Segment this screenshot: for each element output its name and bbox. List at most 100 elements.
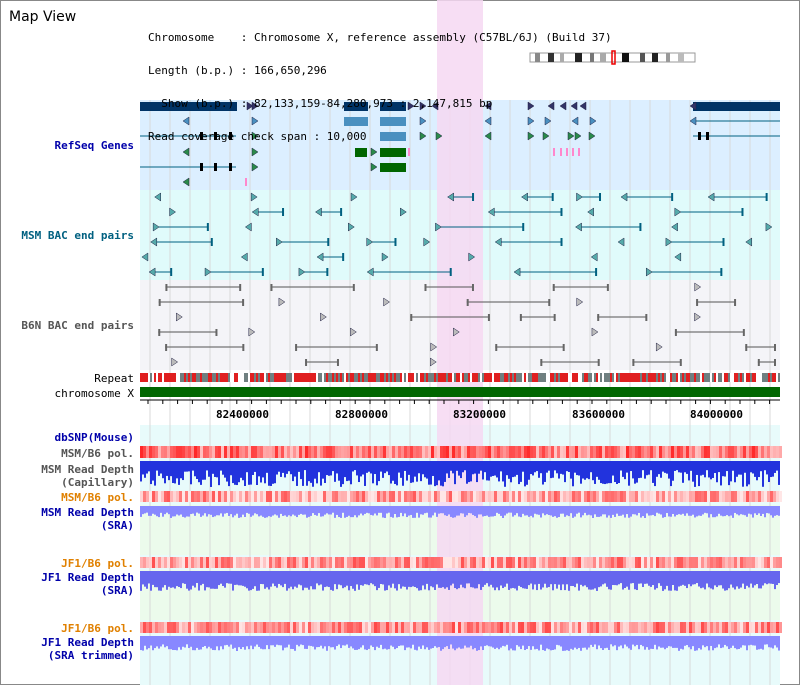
read-depth-bar bbox=[778, 636, 780, 651]
repeat-segment bbox=[594, 373, 596, 382]
read-depth-bar bbox=[272, 461, 274, 484]
read-depth-bar bbox=[286, 636, 288, 648]
read-depth-bar bbox=[374, 461, 376, 475]
read-depth-bar bbox=[352, 636, 354, 649]
pol-heat-cell bbox=[632, 622, 635, 633]
read-depth-bar bbox=[326, 461, 328, 476]
track-label-dbsnp[interactable]: dbSNP(Mouse) bbox=[54, 431, 134, 444]
repeat-segment bbox=[250, 373, 252, 382]
read-depth-bar bbox=[530, 636, 532, 650]
read-depth-bar bbox=[542, 571, 544, 588]
track-label-msm-pol-sra[interactable]: MSM/B6 pol. bbox=[61, 491, 134, 504]
read-depth-bar bbox=[306, 506, 308, 518]
read-depth-bar bbox=[350, 636, 352, 647]
repeat-segment bbox=[262, 373, 264, 382]
pol-heat-cell bbox=[212, 557, 215, 568]
strand-arrow bbox=[407, 101, 415, 111]
read-depth-bar bbox=[160, 571, 162, 591]
read-depth-bar bbox=[754, 571, 756, 586]
read-depth-bar bbox=[508, 461, 510, 479]
repeat-segment bbox=[376, 373, 378, 382]
strand-arrow bbox=[350, 192, 358, 202]
jf1-depth-line2: (SRA) bbox=[100, 584, 134, 597]
read-depth-bar bbox=[526, 571, 528, 589]
repeat-segment bbox=[604, 373, 606, 382]
pol-heat-cell bbox=[503, 491, 506, 502]
pol-heat-cell bbox=[572, 622, 575, 633]
read-depth-bar bbox=[164, 506, 166, 515]
read-depth-bar bbox=[776, 636, 778, 648]
read-depth-bar bbox=[616, 506, 618, 514]
pol-heat-cell bbox=[209, 557, 212, 568]
track-label-b6n-bac[interactable]: B6N BAC end pairs bbox=[21, 319, 134, 332]
pol-heat-cell bbox=[398, 622, 401, 633]
read-depth-bar bbox=[572, 636, 574, 650]
pol-heat-cell bbox=[653, 446, 656, 458]
read-depth-bar bbox=[694, 461, 696, 487]
pol-heat-cell bbox=[506, 557, 509, 568]
pol-heat-cell bbox=[215, 491, 218, 502]
pol-heat-cell bbox=[695, 491, 698, 502]
read-depth-bar bbox=[374, 636, 376, 651]
repeat-segment bbox=[464, 373, 466, 382]
read-depth-bar bbox=[754, 506, 756, 514]
bac-end bbox=[679, 359, 682, 366]
pol-heat-cell bbox=[215, 446, 218, 458]
track-label-msm-depth-sra[interactable]: MSM Read Depth (SRA) bbox=[41, 506, 134, 532]
pol-heat-cell bbox=[479, 622, 482, 633]
pol-heat-cell bbox=[344, 491, 347, 502]
read-depth-bar bbox=[394, 571, 396, 589]
read-depth-bar bbox=[618, 636, 620, 647]
pol-heat-cell bbox=[713, 491, 716, 502]
pol-heat-cell bbox=[647, 622, 650, 633]
read-depth-bar bbox=[636, 461, 638, 483]
read-depth-bar bbox=[208, 636, 210, 647]
read-depth-bar bbox=[750, 506, 752, 515]
pol-heat-cell bbox=[566, 491, 569, 502]
read-depth-bar bbox=[366, 506, 368, 513]
pol-heat-cell bbox=[437, 557, 440, 568]
read-depth-bar bbox=[470, 571, 472, 588]
pol-heat-cell bbox=[434, 622, 437, 633]
bac-end bbox=[242, 344, 245, 351]
pol-heat-cell bbox=[314, 491, 317, 502]
pol-heat-cell bbox=[746, 557, 749, 568]
read-depth-bar bbox=[512, 571, 514, 588]
pol-heat-cell bbox=[752, 491, 755, 502]
read-depth-bar bbox=[144, 571, 146, 587]
read-depth-bar bbox=[460, 571, 462, 585]
read-depth-bar bbox=[594, 461, 596, 484]
repeat-segment bbox=[338, 373, 340, 382]
read-depth-bar bbox=[380, 571, 382, 585]
read-depth-bar bbox=[696, 461, 698, 475]
repeat-segment bbox=[162, 373, 164, 382]
track-label-jf1-pol[interactable]: JF1/B6 pol. bbox=[61, 557, 134, 570]
track-label-jf1-depth[interactable]: JF1 Read Depth (SRA) bbox=[41, 571, 134, 597]
pol-heat-cell bbox=[749, 557, 752, 568]
read-depth-bar bbox=[344, 636, 346, 646]
pol-heat-cell bbox=[764, 622, 767, 633]
pol-heat-cell bbox=[650, 622, 653, 633]
pol-heat-cell bbox=[179, 446, 182, 458]
pol-heat-cell bbox=[392, 491, 395, 502]
pol-heat-cell bbox=[779, 622, 782, 633]
read-depth-bar bbox=[608, 571, 610, 590]
repeat-segment bbox=[314, 373, 316, 382]
track-label-jf1-pol2[interactable]: JF1/B6 pol. bbox=[61, 622, 134, 635]
read-depth-bar bbox=[442, 571, 444, 588]
read-depth-bar bbox=[664, 461, 666, 473]
track-label-msm-depth-capillary[interactable]: MSM Read Depth (Capillary) bbox=[41, 463, 134, 489]
read-depth-bar bbox=[348, 506, 350, 516]
pol-heat-cell bbox=[203, 491, 206, 502]
repeat-segment bbox=[350, 373, 352, 382]
pol-heat-cell bbox=[674, 622, 677, 633]
read-depth-bar bbox=[396, 636, 398, 649]
track-label-msm-bac[interactable]: MSM BAC end pairs bbox=[21, 229, 134, 242]
track-label-msm-pol[interactable]: MSM/B6 pol. bbox=[61, 447, 134, 460]
track-label-jf1-depth-trimmed[interactable]: JF1 Read Depth (SRA trimmed) bbox=[41, 636, 134, 662]
strand-arrow bbox=[617, 237, 625, 247]
read-depth-bar bbox=[652, 636, 654, 649]
track-label-repeat[interactable]: Repeat bbox=[94, 372, 134, 385]
track-label-refseq[interactable]: RefSeq Genes bbox=[54, 139, 134, 152]
